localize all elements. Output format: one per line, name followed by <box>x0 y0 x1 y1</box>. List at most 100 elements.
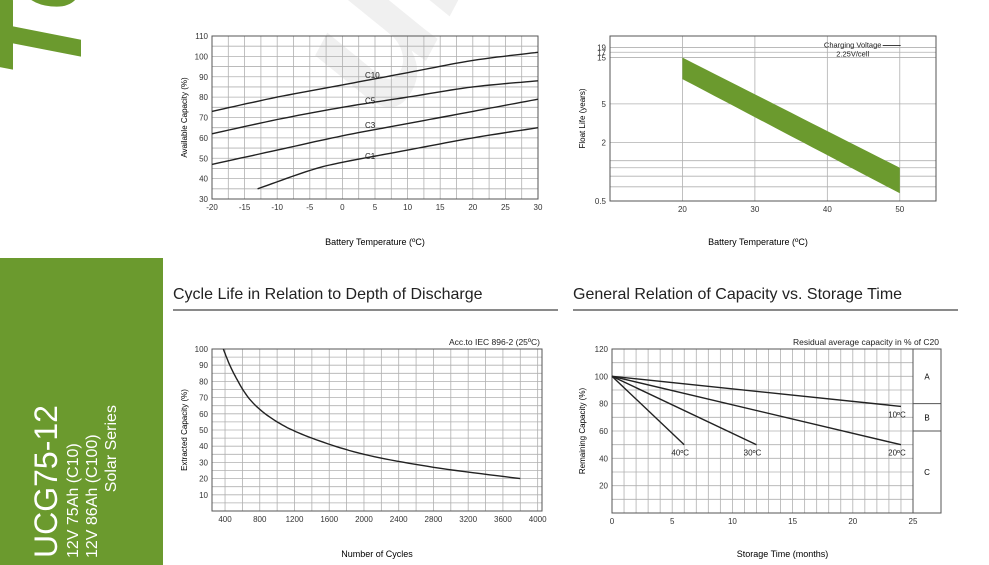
storage-chart-title: General Relation of Capacity vs. Storage… <box>573 286 903 303</box>
plot-frame <box>609 35 937 202</box>
series-label-30c: 30ºC <box>744 449 762 458</box>
y-tick-label: 80 <box>199 377 208 386</box>
x-tick-label: -10 <box>271 203 283 212</box>
y-tick-label: 10 <box>199 491 208 500</box>
series-label-c1: C1 <box>365 152 376 161</box>
series-label-c10: C10 <box>365 71 380 80</box>
x-tick-label: 10 <box>728 517 737 526</box>
y-tick-label: 120 <box>595 345 609 354</box>
y-tick-label: 100 <box>195 52 209 61</box>
x-tick-label: 50 <box>895 205 904 214</box>
y-tick-label: 100 <box>595 372 609 381</box>
cycle-chart-title: Cycle Life in Relation to Depth of Disch… <box>173 286 483 303</box>
y-tick-label: 90 <box>199 361 208 370</box>
y-tick-label: 2 <box>602 139 607 148</box>
x-tick-label: 2000 <box>355 515 373 524</box>
x-tick-label: -20 <box>206 203 218 212</box>
x-axis-label: Battery Temperature (ºC) <box>325 237 425 247</box>
x-tick-label: 10 <box>403 203 412 212</box>
y-tick-label: 40 <box>199 175 208 184</box>
series-line-c3 <box>211 98 539 166</box>
x-tick-label: 15 <box>436 203 445 212</box>
y-tick-label: 80 <box>599 400 608 409</box>
spec-line-1: 12V 75Ah (C10) <box>65 443 82 558</box>
y-tick-label: 0.5 <box>595 197 607 206</box>
x-tick-label: 2400 <box>390 515 408 524</box>
chart-annotation: Acc.to IEC 896-2 (25ºC) <box>449 337 540 347</box>
y-axis-label: Remaining Capacity (%) <box>578 388 587 475</box>
x-tick-label: 0 <box>340 203 345 212</box>
zone-label-b: B <box>924 413 929 422</box>
brand-logo-text: Tech <box>0 0 107 78</box>
chart-annotation: Residual average capacity in % of C20 <box>793 337 939 347</box>
series-line-10c <box>611 375 902 408</box>
series-label-c5: C5 <box>365 96 376 105</box>
zone-label-c: C <box>924 468 930 477</box>
y-tick-label: 80 <box>199 93 208 102</box>
x-tick-label: 3600 <box>494 515 512 524</box>
y-tick-label: 15 <box>597 54 606 63</box>
y-tick-label: 100 <box>195 345 209 354</box>
y-tick-label: 17 <box>597 48 606 57</box>
series-label-40c: 40ºC <box>671 449 689 458</box>
x-tick-label: 5 <box>670 517 675 526</box>
x-axis-label: Storage Time (months) <box>737 549 829 559</box>
x-tick-label: -5 <box>306 203 314 212</box>
x-tick-label: 1200 <box>286 515 304 524</box>
y-tick-label: 30 <box>199 195 208 204</box>
x-axis-label: Number of Cycles <box>341 549 413 559</box>
capacity-temperature-chart: -20 -15 -10 -5 0 5 10 15 20 25 30 30 40 50 60 70 80 90 100… <box>180 32 543 247</box>
x-tick-label: 25 <box>909 517 918 526</box>
plot-frame <box>211 348 543 512</box>
series-label-c3: C3 <box>365 121 376 130</box>
y-tick-label: 50 <box>199 154 208 163</box>
x-tick-label: 40 <box>823 205 832 214</box>
x-tick-label: 25 <box>501 203 510 212</box>
series-line-c10 <box>211 51 539 113</box>
x-tick-label: 400 <box>218 515 232 524</box>
x-tick-label: 5 <box>373 203 378 212</box>
zone-label-a: A <box>924 372 930 381</box>
storage-chart: 0 5 10 15 20 25 20 40 60 80 100 120 Storage Time (mo… <box>578 337 942 559</box>
x-tick-label: 1600 <box>320 515 338 524</box>
y-axis-label: Extracted Capacity (%) <box>180 389 189 471</box>
series-line-c5 <box>211 80 539 135</box>
y-axis-label: Available Capacity (%) <box>180 77 189 158</box>
x-tick-label: 30 <box>534 203 543 212</box>
product-side-panel: UCG75-12 12V 75Ah (C10) 12V 86Ah (C100) … <box>0 258 163 565</box>
series-line-40c <box>611 375 685 446</box>
storage-title-rule <box>573 309 958 311</box>
y-tick-label: 5 <box>602 100 607 109</box>
x-tick-label: 3200 <box>459 515 477 524</box>
series-label-10c: 10ºC <box>888 410 906 419</box>
x-tick-label: 800 <box>253 515 267 524</box>
x-tick-label: 20 <box>468 203 477 212</box>
y-tick-label: 60 <box>199 134 208 143</box>
model-name: UCG75-12 <box>28 405 64 558</box>
y-tick-label: 20 <box>599 482 608 491</box>
x-tick-label: 20 <box>848 517 857 526</box>
x-tick-label: 4000 <box>529 515 547 524</box>
plot-frame <box>211 35 539 200</box>
y-tick-label: 110 <box>195 32 208 41</box>
spec-line-2: 12V 86Ah (C100) <box>84 434 101 558</box>
y-tick-label: 40 <box>599 454 608 463</box>
series-line-20c <box>611 375 902 446</box>
y-tick-label: 30 <box>199 458 208 467</box>
float-life-band <box>682 57 900 194</box>
series-line-c1 <box>257 127 539 190</box>
series-label-20c: 20ºC <box>888 449 906 458</box>
x-tick-label: 15 <box>788 517 797 526</box>
y-tick-label: 90 <box>199 73 208 82</box>
x-tick-label: 30 <box>750 205 759 214</box>
y-tick-label: 19 <box>597 44 606 53</box>
series-name: Solar Series <box>103 405 120 493</box>
cycle-life-chart: 400 800 1200 1600 2000 2400 2800 3200 3600 4000 10… <box>180 337 547 559</box>
y-tick-label: 60 <box>599 427 608 436</box>
y-tick-label: 70 <box>199 114 208 123</box>
x-tick-label: 2800 <box>425 515 443 524</box>
x-axis-label: Battery Temperature (ºC) <box>708 237 808 247</box>
cycle-title-rule <box>173 309 558 311</box>
y-tick-label: 50 <box>199 426 208 435</box>
